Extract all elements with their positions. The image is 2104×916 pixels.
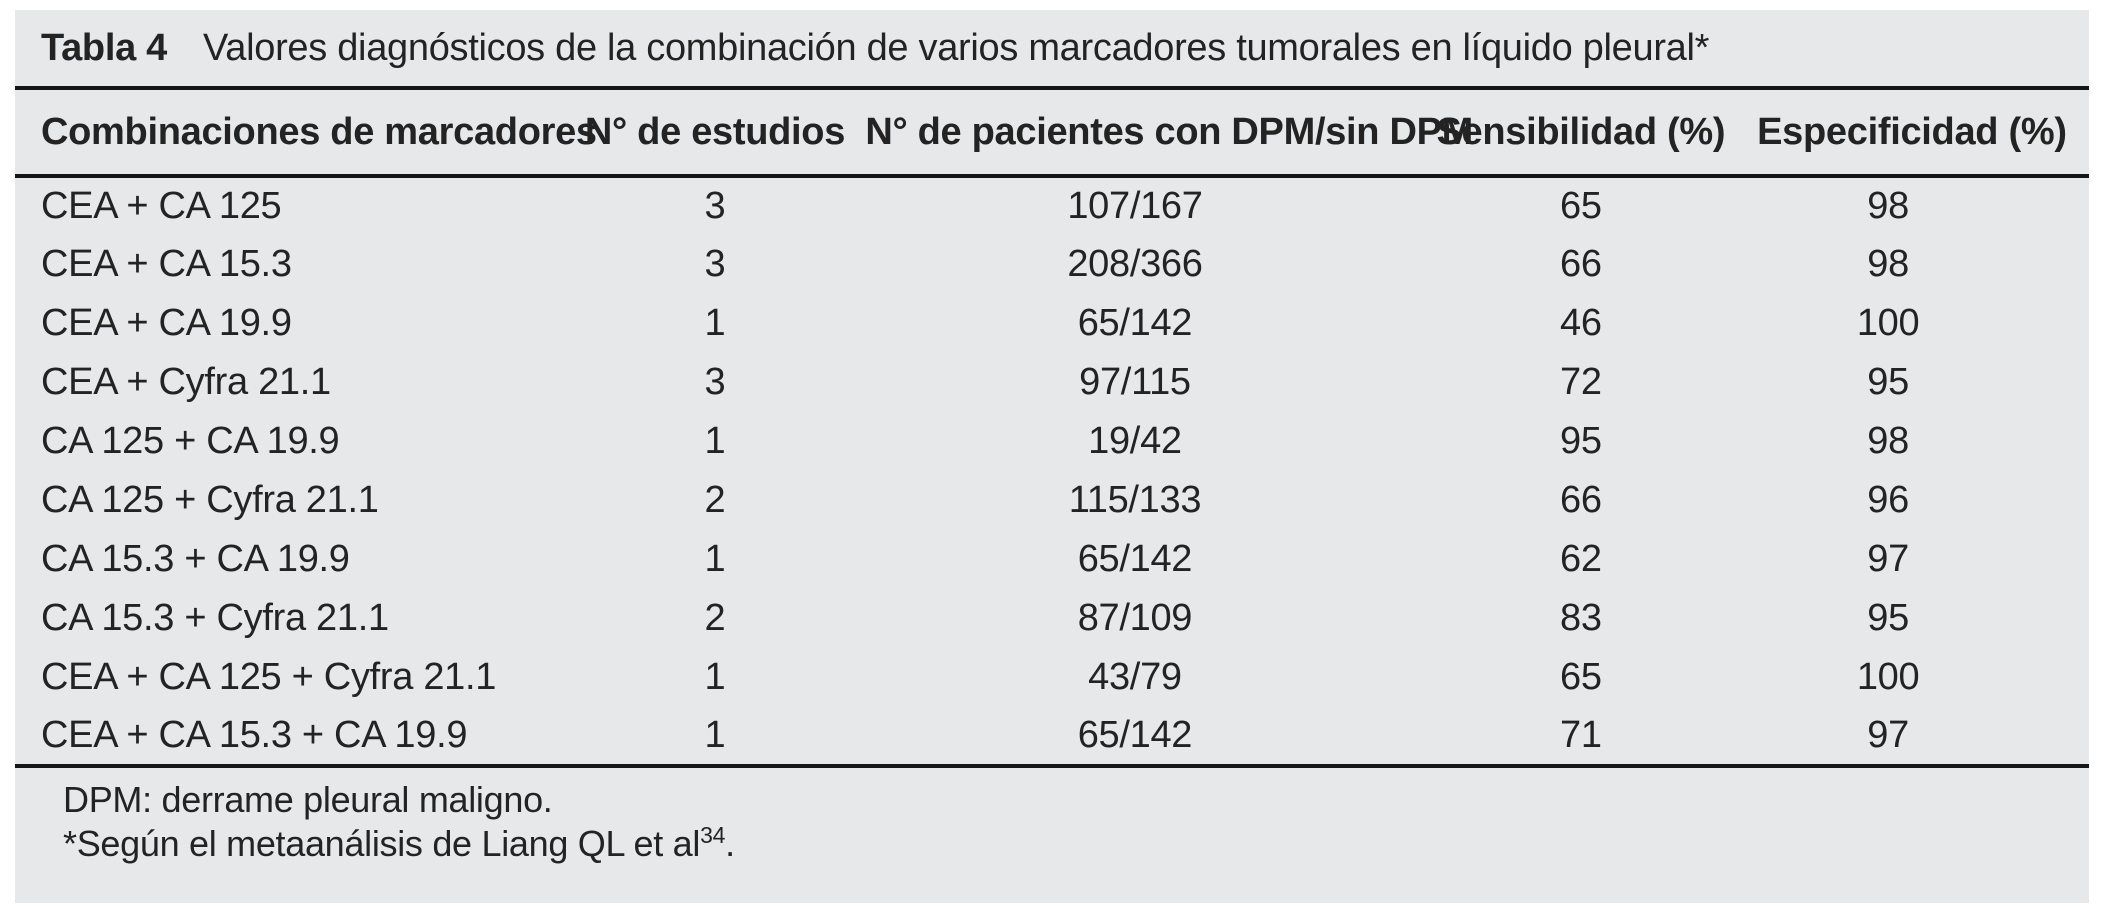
- cell-specificity: 96: [1867, 479, 1909, 521]
- cell-sensitivity: 71: [1404, 707, 1758, 768]
- cell-studies: 1: [564, 707, 866, 768]
- cell-combination: CEA + CA 125: [41, 185, 282, 227]
- table-row: CEA + CA 19.9 1 65/142 46 100: [15, 294, 2089, 353]
- table-row: CA 15.3 + Cyfra 21.1 2 87/109 83 95: [15, 589, 2089, 648]
- cell-sensitivity: 46: [1560, 302, 1602, 344]
- cell-patients: 43/79: [1088, 656, 1182, 698]
- cell-sensitivity: 65: [1560, 656, 1602, 698]
- cell-sensitivity: 83: [1560, 597, 1602, 639]
- cell-combination: CA 125 + CA 19.9: [41, 420, 340, 462]
- diagnostic-values-table: Combinaciones de marcadores N° de estudi…: [15, 90, 2089, 768]
- cell-sensitivity: 62: [1560, 538, 1602, 580]
- cell-specificity: 98: [1867, 420, 1909, 462]
- cell-sensitivity: 66: [1560, 479, 1602, 521]
- cell-sensitivity: 65: [1560, 185, 1602, 227]
- cell-patients: 65/142: [1077, 538, 1193, 580]
- table-number-label: Tabla 4: [41, 26, 168, 69]
- cell-studies: 1: [704, 302, 726, 344]
- cell-studies: 1: [704, 538, 726, 580]
- cell-patients: 107/167: [1067, 185, 1203, 227]
- cell-sensitivity: 66: [1560, 243, 1602, 285]
- cell-patients: 97/115: [1079, 361, 1191, 403]
- cell-specificity: 95: [1867, 597, 1909, 639]
- table-row: CA 15.3 + CA 19.9 1 65/142 62 97: [15, 530, 2089, 589]
- cell-specificity: 95: [1867, 361, 1909, 403]
- table-row: CEA + CA 15.3 + CA 19.9 1 65/142 71 97: [15, 707, 2089, 768]
- cell-patients: 208/366: [1067, 243, 1203, 285]
- cell-studies: 2: [704, 479, 726, 521]
- cell-combination: CEA + CA 15.3 + CA 19.9: [15, 707, 565, 768]
- cell-specificity: 97: [1867, 538, 1909, 580]
- table-panel: Tabla 4 Valores diagnósticos de la combi…: [15, 10, 2089, 903]
- cell-patients: 87/109: [1077, 597, 1193, 639]
- table-caption: Tabla 4 Valores diagnósticos de la combi…: [15, 10, 2089, 90]
- cell-combination: CEA + Cyfra 21.1: [41, 361, 331, 403]
- column-header-sensitivity: Sensibilidad (%): [1404, 90, 1758, 178]
- cell-patients: 65/142: [1077, 302, 1193, 344]
- cell-combination: CEA + CA 19.9: [41, 302, 292, 344]
- table-row: CA 125 + CA 19.9 1 19/42 95 98: [15, 412, 2089, 471]
- cell-specificity: 98: [1867, 243, 1909, 285]
- cell-studies: 1: [704, 420, 726, 462]
- cell-specificity: 100: [1856, 302, 1920, 344]
- footnote-source-text: *Según el metaanálisis de Liang QL et al: [63, 823, 701, 864]
- cell-sensitivity: 72: [1560, 361, 1602, 403]
- cell-patients: 65/142: [865, 707, 1405, 768]
- table-title: Valores diagnósticos de la combinación d…: [203, 26, 1710, 69]
- cell-studies: 3: [704, 243, 726, 285]
- table-row: CEA + CA 15.3 3 208/366 66 98: [15, 235, 2089, 294]
- cell-combination: CA 15.3 + CA 19.9: [41, 538, 350, 580]
- cell-studies: 3: [704, 361, 726, 403]
- cell-combination: CEA + CA 15.3: [41, 243, 292, 285]
- table-row: CEA + CA 125 + Cyfra 21.1 1 43/79 65 100: [15, 648, 2089, 707]
- cell-studies: 1: [704, 656, 726, 698]
- cell-patients: 19/42: [1088, 420, 1182, 462]
- header-row: Combinaciones de marcadores N° de estudi…: [15, 90, 2089, 178]
- reference-superscript: 34: [700, 822, 726, 848]
- cell-specificity: 97: [1757, 707, 2089, 768]
- footnote-source-period: .: [725, 823, 735, 864]
- cell-patients: 115/133: [1068, 479, 1202, 521]
- column-header-combinations: Combinaciones de marcadores: [15, 90, 597, 178]
- cell-combination: CA 15.3 + Cyfra 21.1: [41, 597, 389, 639]
- cell-sensitivity: 95: [1560, 420, 1602, 462]
- cell-combination: CEA + CA 125 + Cyfra 21.1: [41, 656, 497, 698]
- table-row: CEA + CA 125 3 107/167 65 98: [15, 176, 2089, 235]
- table-row: CEA + Cyfra 21.1 3 97/115 72 95: [15, 353, 2089, 412]
- footnotes: DPM: derrame pleural maligno. *Según el …: [15, 768, 2089, 866]
- cell-specificity: 98: [1867, 185, 1909, 227]
- table-row: CA 125 + Cyfra 21.1 2 115/133 66 96: [15, 471, 2089, 530]
- footnote-dpm: DPM: derrame pleural maligno.: [63, 779, 553, 820]
- cell-combination: CA 125 + Cyfra 21.1: [41, 479, 379, 521]
- footnote-source: *Según el metaanálisis de Liang QL et al…: [63, 822, 2089, 866]
- cell-studies: 3: [704, 185, 726, 227]
- cell-studies: 2: [704, 597, 726, 639]
- column-header-patients: N° de pacientes con DPM/sin DPM: [865, 90, 1473, 178]
- cell-specificity: 100: [1856, 656, 1920, 698]
- column-header-studies: N° de estudios: [564, 90, 866, 178]
- column-header-specificity: Especificidad (%): [1757, 90, 2089, 178]
